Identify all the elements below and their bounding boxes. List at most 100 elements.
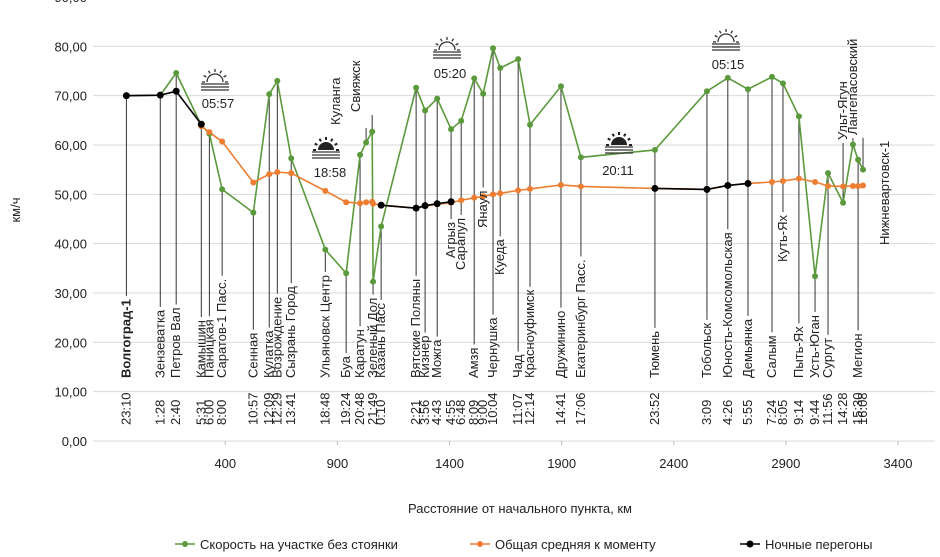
sun-icon <box>312 137 340 159</box>
data-point <box>357 200 364 207</box>
station-label: Куеда <box>492 239 507 275</box>
data-point <box>860 182 867 189</box>
sun-disc <box>206 73 224 83</box>
data-point <box>447 198 455 206</box>
station-label: Саратов-1 Пасс. <box>214 279 229 378</box>
data-point <box>812 179 819 185</box>
station-label: Чад <box>510 354 525 378</box>
data-point <box>515 187 522 194</box>
data-point <box>197 120 205 128</box>
time-label: 19:24 <box>338 392 353 425</box>
station-label: Лангепасовский <box>845 39 860 135</box>
data-point <box>703 185 711 193</box>
data-point <box>795 175 802 182</box>
time-label: 7:24 <box>764 400 779 425</box>
data-point <box>357 151 364 158</box>
time-label: 4:55 <box>443 400 458 425</box>
x-tick-label: 2900 <box>771 456 800 471</box>
sun-ray <box>207 70 211 74</box>
data-point <box>515 56 522 63</box>
sun-ray <box>435 42 439 46</box>
station-label: Вятские Поляны <box>408 279 423 378</box>
time-label: 14:28 <box>835 392 850 425</box>
sun-ray <box>318 138 322 142</box>
station-label: Демьянка <box>740 318 755 378</box>
series-line <box>126 90 202 125</box>
data-point <box>413 84 420 91</box>
legend-label: Ночные перегоны <box>765 537 872 552</box>
data-point <box>557 83 564 90</box>
data-point <box>250 179 257 186</box>
time-label: 5:31 <box>193 400 208 425</box>
sun-ray <box>607 137 611 141</box>
data-point <box>577 154 584 161</box>
station-label: Куланга <box>328 77 343 125</box>
station-label: Возрождение <box>269 297 284 378</box>
time-label: 14:41 <box>553 392 568 425</box>
y-tick-label: 40,00 <box>54 237 87 252</box>
data-point <box>156 91 164 99</box>
station-label: Камышин <box>193 320 208 378</box>
sun-ray <box>219 70 223 74</box>
station-label: Амзя <box>466 348 481 378</box>
sun-ray <box>314 142 318 146</box>
sun-time: 05:15 <box>712 57 745 72</box>
data-point <box>288 155 295 162</box>
x-tick-label: 900 <box>327 456 349 471</box>
data-point <box>412 204 420 212</box>
data-point <box>266 171 273 178</box>
data-point <box>703 88 710 95</box>
data-point <box>422 107 429 114</box>
data-point <box>849 182 856 189</box>
data-point <box>825 182 832 189</box>
data-point <box>288 170 295 177</box>
station-label: Можга <box>429 339 444 378</box>
sun-disc <box>438 41 456 51</box>
data-point <box>480 193 487 200</box>
time-label: 8:05 <box>775 400 790 425</box>
legend-label: Скорость на участке без стоянки <box>200 537 398 552</box>
station-label: Паницкая <box>201 319 216 378</box>
data-point <box>219 186 226 193</box>
data-point <box>471 194 478 201</box>
sun-ray <box>334 142 338 146</box>
time-label: 9:00 <box>475 400 490 425</box>
time-label: 9:14 <box>791 400 806 425</box>
station-label: Казань Пасс <box>373 303 388 378</box>
time-label: 5:55 <box>740 400 755 425</box>
data-point <box>497 65 504 72</box>
data-point <box>480 90 487 97</box>
station-label: Буа <box>338 355 353 378</box>
time-label: 16:08 <box>855 392 870 425</box>
time-label: 18:48 <box>317 392 332 425</box>
y-tick-label: 90,00 <box>54 0 87 5</box>
sun-icon <box>605 132 633 154</box>
data-point <box>768 73 775 80</box>
data-point <box>724 74 731 81</box>
station-label: Екатеринбург Пасс. <box>573 259 588 378</box>
station-label: Сургут <box>820 338 835 378</box>
data-point <box>206 129 213 136</box>
y-tick-label: 20,00 <box>54 335 87 350</box>
x-tick-label: 1900 <box>547 456 576 471</box>
sun-ray <box>330 138 334 142</box>
time-label: 17:06 <box>573 392 588 425</box>
data-point <box>458 117 465 124</box>
data-point <box>744 86 751 93</box>
time-label: 11:56 <box>820 393 835 425</box>
sun-icon <box>201 69 229 91</box>
data-point <box>651 184 659 192</box>
data-point <box>812 273 819 280</box>
time-label: 21:49 <box>365 392 380 425</box>
time-label: 6:48 <box>453 400 468 425</box>
data-point <box>840 199 847 206</box>
x-tick-label: 2400 <box>659 456 688 471</box>
data-point <box>527 121 534 128</box>
data-point <box>363 139 370 146</box>
sun-ray <box>451 38 455 42</box>
data-point <box>448 126 455 133</box>
series-line <box>654 182 749 191</box>
time-label: 2:40 <box>168 400 183 425</box>
time-label: 12:29 <box>269 392 284 425</box>
